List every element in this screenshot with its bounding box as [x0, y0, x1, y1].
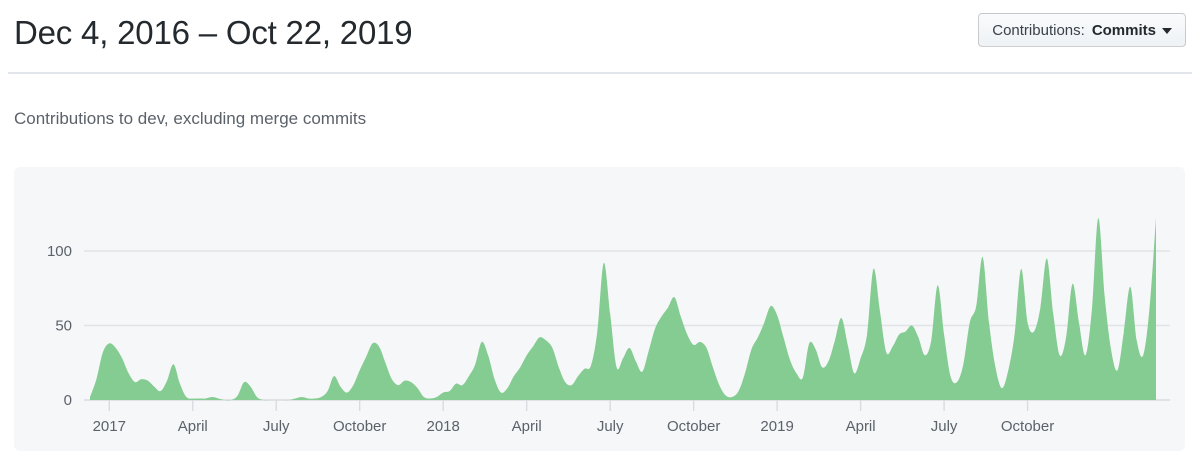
x-axis-tick-label: July [597, 418, 624, 435]
chart-x-axis-labels: 2017 April July October 2018 April July October… [93, 418, 1055, 435]
x-axis-tick-label: July [263, 418, 290, 435]
chart-y-axis-labels: 0 50 100 [47, 243, 72, 409]
chart-x-tick-marks [108, 400, 1029, 411]
contributions-type-dropdown[interactable]: Contributions: Commits [978, 13, 1186, 47]
contributions-area-series [90, 218, 1156, 401]
contributions-chart-panel: 0 50 100 2017 April July October 2018 April July… [14, 167, 1185, 451]
y-axis-tick-label: 50 [55, 317, 72, 334]
x-axis-tick-label: April [846, 418, 876, 435]
dropdown-label-prefix: Contributions: [992, 21, 1085, 39]
page-header: Dec 4, 2016 – Oct 22, 2019 Contributions… [0, 0, 1200, 74]
header-divider [8, 72, 1192, 74]
chevron-down-icon [1162, 28, 1172, 34]
x-axis-tick-label: 2017 [93, 418, 126, 435]
x-axis-tick-label: October [667, 418, 720, 435]
dropdown-label-value: Commits [1091, 21, 1156, 39]
page-title: Dec 4, 2016 – Oct 22, 2019 [14, 14, 413, 51]
chart-subtitle: Contributions to dev, excluding merge co… [14, 109, 367, 128]
contributions-area-chart[interactable]: 0 50 100 2017 April July October 2018 April July… [14, 167, 1185, 451]
y-axis-tick-label: 0 [64, 392, 72, 409]
x-axis-tick-label: April [512, 418, 542, 435]
x-axis-tick-label: April [178, 418, 208, 435]
x-axis-tick-label: October [1001, 418, 1054, 435]
x-axis-tick-label: October [333, 418, 386, 435]
x-axis-tick-label: 2019 [760, 418, 793, 435]
x-axis-tick-label: 2018 [427, 418, 460, 435]
x-axis-tick-label: July [931, 418, 958, 435]
y-axis-tick-label: 100 [47, 243, 72, 260]
